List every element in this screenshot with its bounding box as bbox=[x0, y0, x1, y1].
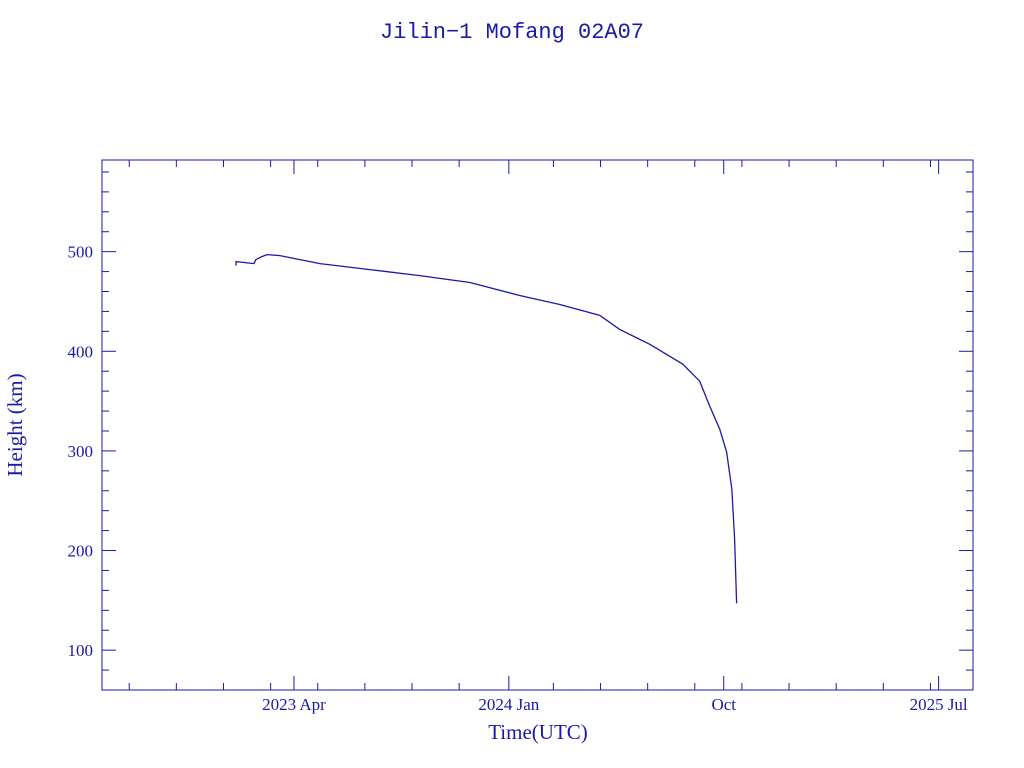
y-tick-label: 400 bbox=[68, 342, 94, 361]
x-tick-label: 2023 Apr bbox=[262, 695, 326, 714]
y-tick-label: 300 bbox=[68, 442, 94, 461]
chart-title: Jilin−1 Mofang 02A07 bbox=[380, 20, 644, 45]
y-tick-label: 500 bbox=[68, 243, 94, 262]
y-tick-label: 200 bbox=[68, 542, 94, 561]
x-tick-label: Oct bbox=[711, 695, 736, 714]
x-tick-label: 2025 Jul bbox=[910, 695, 968, 714]
height-series-line bbox=[235, 253, 738, 604]
y-tick-label: 100 bbox=[68, 641, 94, 660]
y-axis-label: Height (km) bbox=[3, 373, 27, 476]
x-axis-label: Time(UTC) bbox=[488, 720, 588, 744]
plot-frame bbox=[101, 159, 974, 691]
x-tick-label: 2024 Jan bbox=[478, 695, 539, 714]
